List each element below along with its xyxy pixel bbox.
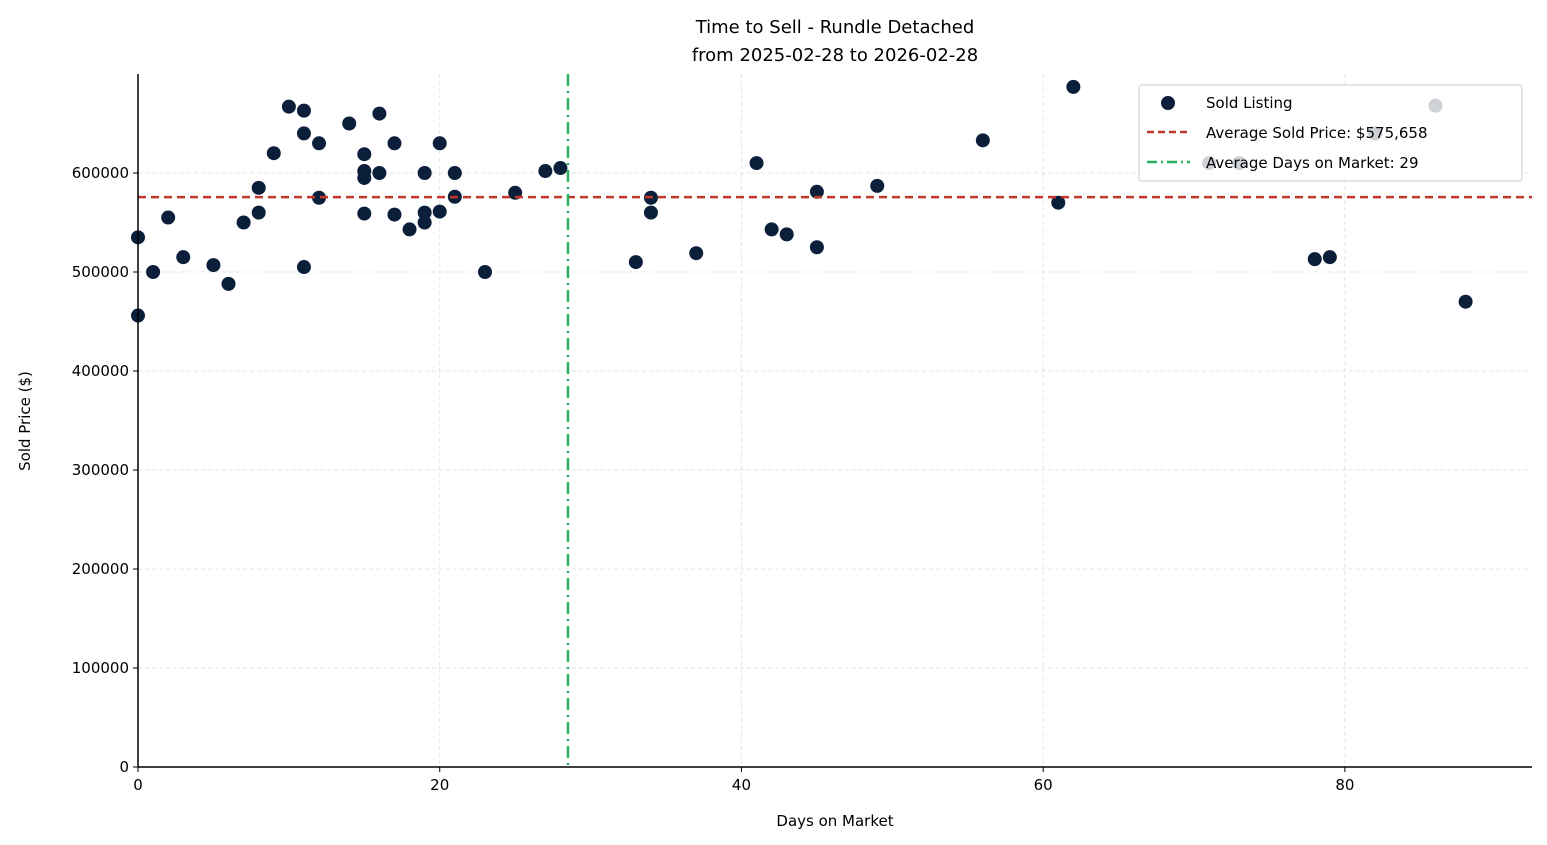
data-point — [357, 170, 372, 185]
data-point — [312, 190, 327, 205]
data-point — [1051, 195, 1066, 210]
data-point — [764, 222, 779, 237]
data-point — [387, 207, 402, 222]
data-point — [266, 146, 281, 161]
data-point — [417, 205, 432, 220]
legend-label-avg-days: Average Days on Market: 29 — [1206, 154, 1419, 172]
data-point — [146, 265, 161, 279]
data-point — [221, 276, 236, 291]
data-point — [779, 227, 794, 242]
data-point — [447, 166, 462, 180]
data-point — [402, 222, 417, 237]
data-point — [432, 136, 447, 151]
data-point — [809, 184, 824, 199]
y-axis-label: Sold Price ($) — [16, 371, 34, 471]
data-point — [870, 178, 885, 193]
reference-lines — [138, 74, 1532, 767]
data-point — [553, 161, 568, 176]
data-point — [477, 265, 492, 279]
x-axis-label: Days on Market — [776, 812, 893, 830]
data-point — [417, 215, 432, 230]
data-point — [1322, 250, 1337, 265]
data-point — [342, 116, 357, 131]
legend-marker-points — [1161, 96, 1175, 110]
x-tick-label: 60 — [1034, 776, 1053, 794]
data-point — [643, 205, 658, 220]
data-point — [296, 103, 311, 118]
axes: 0 20 40 60 80 0 100000 200000 300000 400000 500000… — [72, 74, 1532, 794]
data-point — [432, 204, 447, 219]
data-point — [372, 106, 387, 121]
y-tick-label: 500000 — [72, 263, 129, 281]
x-tick-label: 0 — [133, 776, 143, 794]
data-point — [176, 250, 191, 265]
data-point — [809, 240, 824, 255]
y-tick-label: 300000 — [72, 461, 129, 479]
y-tick-label: 0 — [119, 758, 129, 776]
data-point — [236, 215, 251, 230]
y-tick-label: 200000 — [72, 560, 129, 578]
data-point — [1307, 252, 1322, 267]
data-point — [1458, 294, 1473, 309]
chart-title: Time to Sell - Rundle Detached — [695, 17, 975, 38]
x-tick-label: 20 — [430, 776, 449, 794]
chart-subtitle: from 2025-02-28 to 2026-02-28 — [692, 45, 978, 66]
data-point — [357, 147, 372, 162]
y-tick-label: 600000 — [72, 164, 129, 182]
data-point — [312, 136, 327, 151]
data-point — [538, 164, 553, 179]
y-tick-label: 100000 — [72, 659, 129, 677]
data-point — [387, 136, 402, 151]
data-point — [251, 180, 266, 195]
data-point — [296, 126, 311, 141]
data-point — [251, 205, 266, 220]
legend-box — [1138, 84, 1523, 182]
data-point — [689, 246, 704, 261]
x-tick-label: 40 — [732, 776, 751, 794]
data-point — [372, 166, 387, 180]
data-point — [281, 99, 296, 114]
data-point — [1066, 79, 1081, 94]
data-point — [417, 166, 432, 180]
x-tick-label: 80 — [1335, 776, 1354, 794]
data-point — [161, 210, 176, 225]
data-point — [296, 260, 311, 275]
y-tick-label: 400000 — [72, 362, 129, 380]
legend-label-avg-price: Average Sold Price: $575,658 — [1206, 124, 1428, 142]
data-point — [975, 133, 990, 148]
data-point — [357, 206, 372, 221]
data-point — [206, 258, 221, 273]
data-point — [628, 255, 643, 270]
data-point — [749, 156, 764, 171]
legend: Sold Listing Average Sold Price: $575,65… — [1138, 84, 1523, 182]
legend-label-points: Sold Listing — [1206, 94, 1293, 112]
